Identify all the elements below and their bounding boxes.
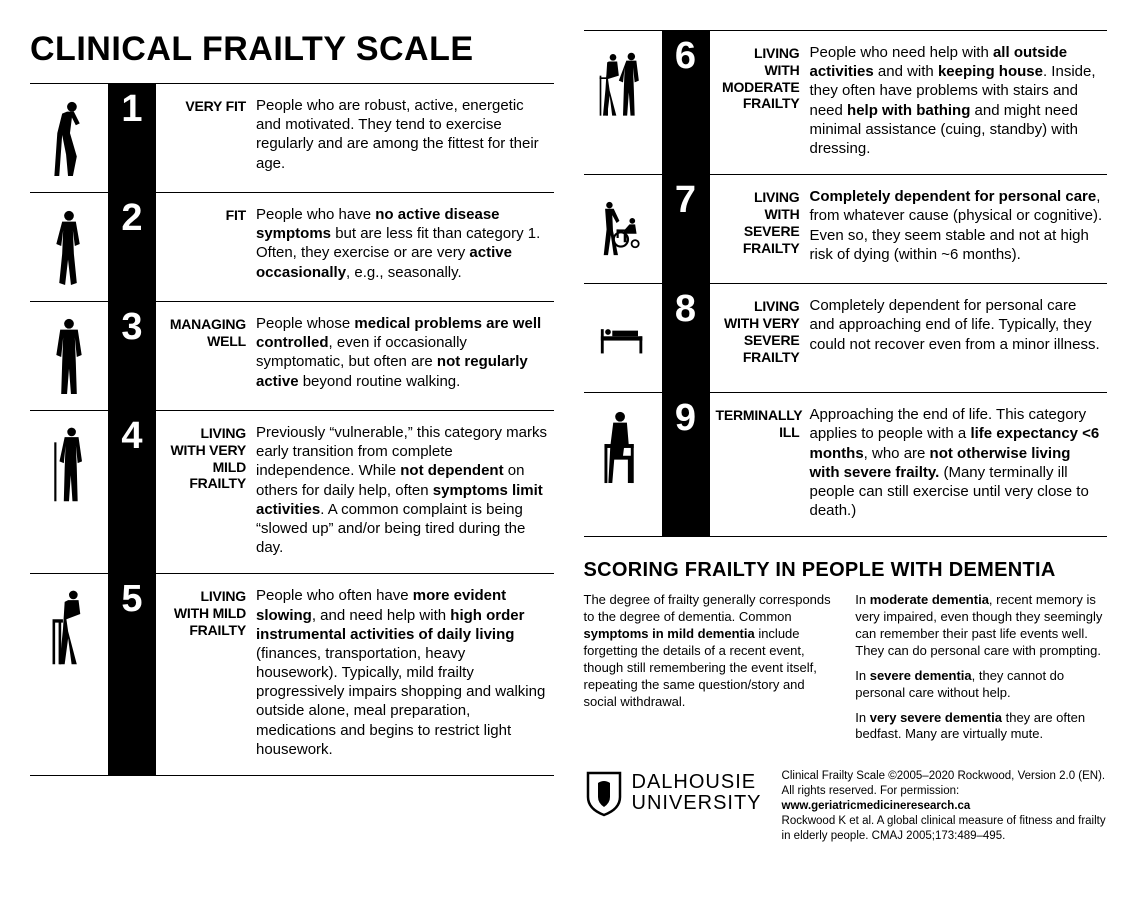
level-row-8: 8 LIVING WITH VERY SEVERE FRAILTY Comple… (584, 283, 1108, 392)
dementia-right-p2: In severe dementia, they cannot do perso… (855, 668, 1107, 702)
level-6-icon (584, 41, 662, 158)
level-row-3: 3 MANAGING WELL People whose medical pro… (30, 301, 554, 410)
dementia-right-p1: In moderate dementia, recent memory is v… (855, 592, 1107, 660)
university-logo-block: DALHOUSIE UNIVERSITY (584, 769, 762, 817)
level-5-icon (30, 584, 108, 759)
level-7-icon (584, 185, 662, 267)
dementia-left-text: The degree of frailty generally correspo… (584, 592, 836, 710)
level-9-number: 9 (662, 393, 710, 536)
level-2-desc: People who have no active disease sympto… (256, 203, 554, 285)
level-row-7: 7 LIVING WITH SEVERE FRAILTY Completely … (584, 174, 1108, 283)
footer: DALHOUSIE UNIVERSITY Clinical Frailty Sc… (584, 769, 1108, 844)
level-9-label: TERMINALLY ILL (710, 403, 810, 520)
level-6-desc: People who need help with all outside ac… (810, 41, 1108, 158)
page-title: CLINICAL FRAILTY SCALE (30, 30, 554, 69)
level-4-label: LIVING WITH VERY MILD FRAILTY (156, 421, 256, 557)
level-9-desc: Approaching the end of life. This catego… (810, 403, 1108, 520)
level-4-icon (30, 421, 108, 557)
level-9-icon (584, 403, 662, 520)
level-2-icon (30, 203, 108, 285)
level-5-number: 5 (108, 574, 156, 775)
right-column: 6 LIVING WITH MODERATE FRAILTY People wh… (584, 30, 1108, 880)
shield-icon (584, 769, 624, 817)
level-6-label: LIVING WITH MODERATE FRAILTY (710, 41, 810, 158)
level-3-number: 3 (108, 302, 156, 410)
level-1-desc: People who are robust, active, energetic… (256, 94, 554, 176)
dementia-right-p3: In very severe dementia they are often b… (855, 710, 1107, 744)
dementia-title: SCORING FRAILTY IN PEOPLE WITH DEMENTIA (584, 559, 1108, 582)
university-name: DALHOUSIE UNIVERSITY (632, 772, 762, 814)
level-5-desc: People who often have more evident slowi… (256, 584, 554, 759)
level-1-number: 1 (108, 84, 156, 192)
level-7-label: LIVING WITH SEVERE FRAILTY (710, 185, 810, 267)
dementia-section: SCORING FRAILTY IN PEOPLE WITH DEMENTIA … (584, 559, 1108, 751)
level-8-desc: Completely dependent for personal care a… (810, 294, 1108, 376)
level-6-number: 6 (662, 31, 710, 174)
level-7-number: 7 (662, 175, 710, 283)
level-3-desc: People whose medical problems are well c… (256, 312, 554, 394)
level-3-icon (30, 312, 108, 394)
level-row-6: 6 LIVING WITH MODERATE FRAILTY People wh… (584, 30, 1108, 174)
left-column: CLINICAL FRAILTY SCALE 1 VERY FIT People… (30, 30, 554, 880)
university-line1: DALHOUSIE (632, 772, 762, 793)
level-4-desc: Previously “vulnerable,” this category m… (256, 421, 554, 557)
level-row-5: 5 LIVING WITH MILD FRAILTY People who of… (30, 573, 554, 776)
level-2-number: 2 (108, 193, 156, 301)
level-3-label: MANAGING WELL (156, 312, 256, 394)
level-8-icon (584, 294, 662, 376)
level-7-desc: Completely dependent for personal care, … (810, 185, 1108, 267)
level-4-number: 4 (108, 411, 156, 573)
level-8-label: LIVING WITH VERY SEVERE FRAILTY (710, 294, 810, 376)
level-row-2: 2 FIT People who have no active disease … (30, 192, 554, 301)
level-1-label: VERY FIT (156, 94, 256, 176)
level-row-4: 4 LIVING WITH VERY MILD FRAILTY Previous… (30, 410, 554, 573)
copyright-text: Clinical Frailty Scale ©2005–2020 Rockwo… (782, 769, 1107, 844)
level-5-label: LIVING WITH MILD FRAILTY (156, 584, 256, 759)
level-1-icon (30, 94, 108, 176)
level-8-number: 8 (662, 284, 710, 392)
dementia-left-col: The degree of frailty generally correspo… (584, 592, 836, 751)
level-row-1: 1 VERY FIT People who are robust, active… (30, 83, 554, 192)
level-2-label: FIT (156, 203, 256, 285)
university-line2: UNIVERSITY (632, 793, 762, 814)
dementia-right-col: In moderate dementia, recent memory is v… (855, 592, 1107, 751)
level-row-9: 9 TERMINALLY ILL Approaching the end of … (584, 392, 1108, 537)
